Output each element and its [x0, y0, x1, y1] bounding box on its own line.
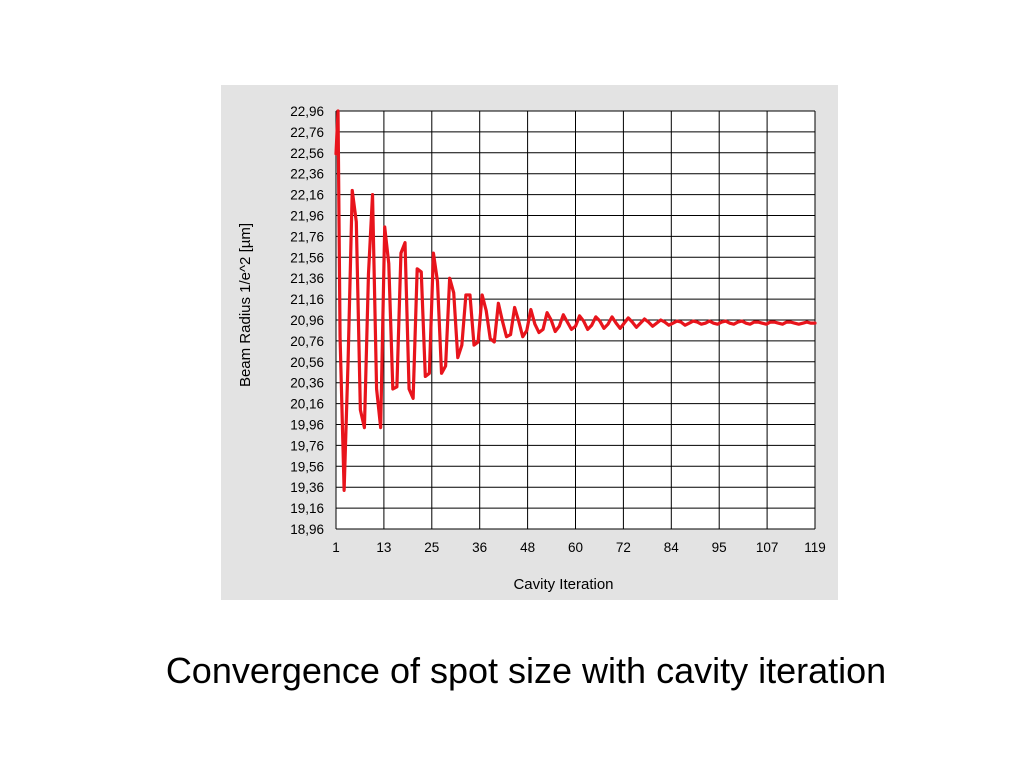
y-tick-label: 20,16	[290, 397, 324, 412]
x-tick-label: 36	[472, 540, 487, 555]
y-tick-label: 20,56	[290, 355, 324, 370]
y-axis-ticks: 22,96 22,76 22,56 22,36 22,16 21,96 21,76 21,56…	[290, 104, 324, 537]
x-tick-label: 13	[376, 540, 391, 555]
y-tick-label: 22,16	[290, 188, 324, 203]
x-tick-label: 107	[756, 540, 779, 555]
y-tick-label: 20,96	[290, 313, 324, 328]
y-tick-label: 19,76	[290, 438, 324, 453]
x-tick-label: 84	[664, 540, 680, 555]
x-tick-label: 119	[804, 540, 826, 555]
y-tick-label: 22,76	[290, 125, 324, 140]
x-tick-label: 72	[616, 540, 631, 555]
y-axis-title: Beam Radius 1/e^2 [µm]	[237, 223, 254, 387]
beam-radius-line	[334, 109, 817, 492]
y-tick-label: 21,76	[290, 229, 324, 244]
slide-caption: Convergence of spot size with cavity ite…	[165, 650, 887, 691]
x-tick-label: 25	[424, 540, 439, 555]
grid-lines	[335, 110, 816, 530]
y-tick-label: 20,76	[290, 334, 324, 349]
y-tick-label: 21,16	[290, 292, 324, 307]
y-tick-label: 19,56	[290, 459, 324, 474]
y-tick-label: 20,36	[290, 376, 324, 391]
chart-panel: 22,96 22,76 22,56 22,36 22,16 21,96 21,76 21,56…	[221, 85, 838, 600]
x-tick-label: 1	[332, 540, 340, 555]
y-tick-label: 18,96	[290, 522, 324, 537]
y-tick-label: 21,96	[290, 209, 324, 224]
y-tick-label: 19,36	[290, 480, 324, 495]
x-axis-title: Cavity Iteration	[513, 576, 613, 593]
series-layer	[334, 109, 817, 492]
y-tick-label: 21,36	[290, 271, 324, 286]
beam-radius-chart: 22,96 22,76 22,56 22,36 22,16 21,96 21,76 21,56…	[221, 85, 838, 600]
y-tick-label: 22,36	[290, 167, 324, 182]
y-tick-label: 21,56	[290, 250, 324, 265]
y-tick-label: 22,96	[290, 104, 324, 119]
y-tick-label: 19,96	[290, 418, 324, 433]
x-tick-label: 48	[520, 540, 535, 555]
y-tick-label: 19,16	[290, 501, 324, 516]
x-tick-label: 60	[568, 540, 583, 555]
y-tick-label: 22,56	[290, 146, 324, 161]
x-tick-label: 95	[712, 540, 727, 555]
x-axis-ticks: 1 13 25 36 48 60 72 84 95 107 119	[332, 540, 826, 555]
